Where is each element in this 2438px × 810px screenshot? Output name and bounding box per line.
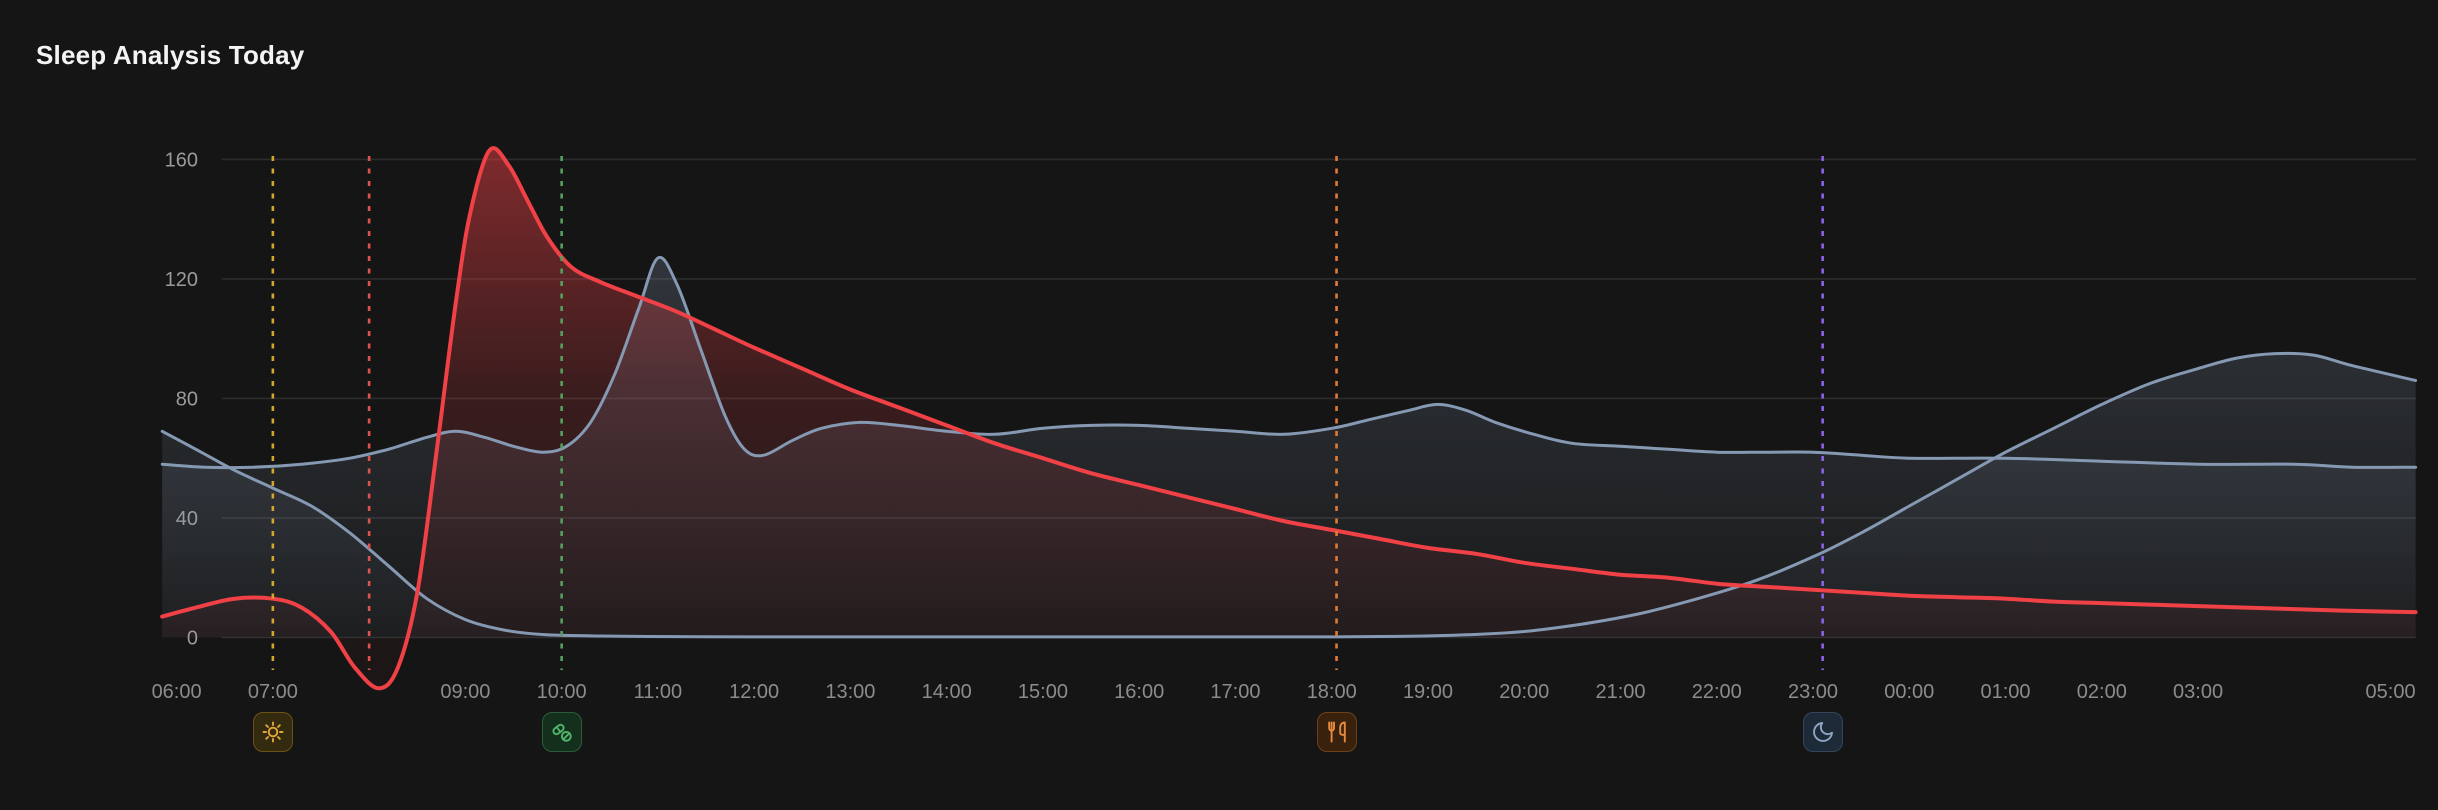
x-tick-label: 11:00 (634, 681, 683, 703)
x-tick-label: 20:00 (1499, 681, 1549, 703)
x-tick-label: 17:00 (1210, 681, 1260, 703)
slate-series-night-line (160, 351, 2418, 639)
x-tick-label: 02:00 (2077, 681, 2127, 703)
slate-series-day-line (160, 255, 2418, 470)
y-tick-label: 0 (187, 628, 198, 650)
x-tick-label: 15:00 (1018, 681, 1068, 703)
y-tick-label: 80 (176, 388, 198, 410)
x-tick-label: 12:00 (729, 681, 779, 703)
x-tick-label: 09:00 (440, 681, 490, 703)
event-chip-utensils[interactable] (1316, 712, 1357, 752)
red-series-area (162, 148, 2416, 689)
moon-icon (1812, 722, 1833, 742)
x-tick-label: 07:00 (248, 681, 298, 703)
chart-title: Sleep Analysis Today (36, 40, 305, 70)
x-tick-label: 00:00 (1884, 681, 1934, 703)
x-tick-label: 06:00 (152, 681, 202, 703)
y-tick-label: 120 (165, 269, 198, 291)
red-series-line (160, 146, 2418, 691)
x-tick-label: 18:00 (1307, 681, 1357, 703)
x-tick-label: 10:00 (537, 681, 587, 703)
event-chip-moon[interactable] (1802, 712, 1843, 752)
x-tick-label: 13:00 (825, 681, 875, 703)
utensils-icon (1327, 721, 1346, 743)
x-tick-label: 16:00 (1114, 681, 1164, 703)
pills-icon (552, 723, 572, 742)
sun-icon (262, 721, 284, 743)
x-tick-label: 23:00 (1788, 681, 1838, 703)
x-tick-label: 19:00 (1403, 681, 1453, 703)
x-tick-label: 22:00 (1692, 681, 1742, 703)
x-tick-label: 21:00 (1595, 681, 1645, 703)
x-tick-label: 05:00 (2366, 681, 2416, 703)
x-tick-label: 03:00 (2173, 681, 2223, 703)
x-tick-label: 14:00 (922, 681, 972, 703)
x-tick-label: 01:00 (1981, 681, 2031, 703)
y-tick-label: 160 (165, 149, 198, 171)
event-chip-sun[interactable] (252, 712, 293, 752)
event-chip-pills[interactable] (541, 712, 582, 752)
